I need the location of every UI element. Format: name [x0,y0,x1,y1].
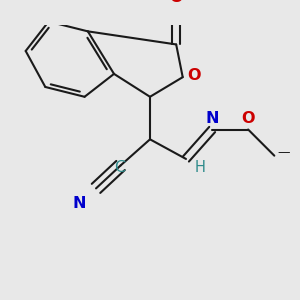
Text: O: O [188,68,201,83]
Text: O: O [169,0,183,4]
Text: N: N [206,111,219,126]
Text: H: H [194,160,205,175]
Text: —: — [278,146,290,159]
Text: N: N [73,196,86,211]
Text: O: O [242,111,255,126]
Text: C: C [114,160,125,175]
